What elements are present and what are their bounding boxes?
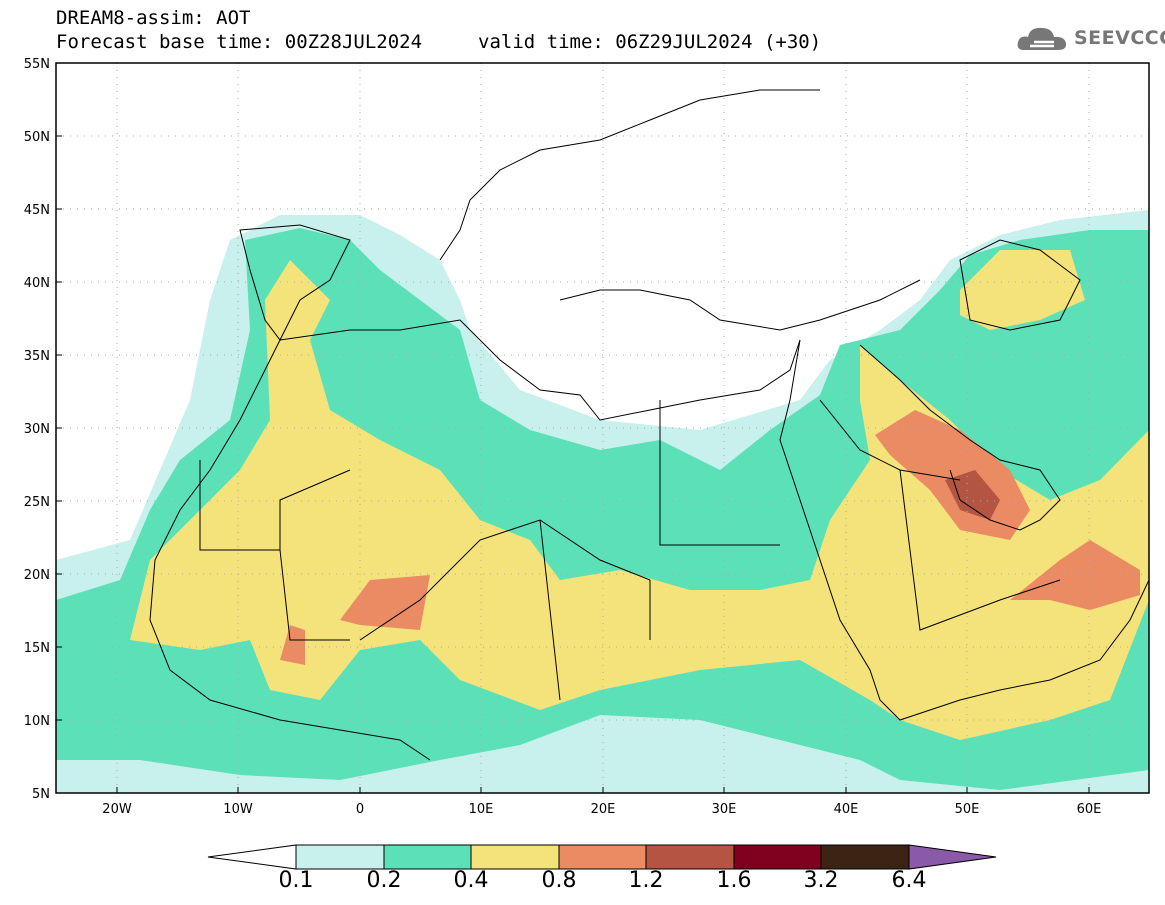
forecast-base-time: Forecast base time: 00Z28JUL2024 — [56, 31, 423, 53]
lon-label: 10W — [223, 802, 253, 817]
lat-label: 45N — [24, 203, 50, 218]
longitude-labels: 20W 10W 0 10E 20E 30E 40E 50E 60E — [102, 802, 1101, 817]
colorbar-label: 0.4 — [453, 868, 489, 893]
colorbar-segment — [733, 844, 822, 870]
lat-label: 35N — [24, 349, 50, 364]
valid-time: valid time: 06Z29JUL2024 (+30) — [478, 31, 822, 53]
colorbar-low-arrow — [207, 844, 297, 870]
lat-label: 50N — [24, 130, 50, 145]
lat-label: 40N — [24, 276, 50, 291]
colorbar-segment — [383, 844, 472, 870]
colorbar-high-arrow — [908, 844, 997, 870]
colorbar-label: 1.6 — [716, 868, 752, 893]
lon-label: 30E — [712, 802, 737, 817]
ticks — [56, 135, 1090, 793]
colorbar-label: 0.2 — [366, 868, 402, 893]
lon-label: 20W — [102, 802, 132, 817]
colorbar — [207, 844, 997, 870]
colorbar-segment — [295, 844, 385, 870]
colorbar-label: 0.1 — [278, 868, 314, 893]
lat-label: 15N — [24, 641, 50, 656]
cloud-icon — [1017, 27, 1067, 50]
graticule — [56, 63, 1149, 793]
lat-label: 5N — [32, 787, 50, 802]
lat-label: 55N — [24, 57, 50, 72]
coastlines — [149, 89, 1149, 761]
colorbar-segment — [558, 844, 647, 870]
latitude-labels: 55N 50N 45N 40N 35N 30N 25N 20N 15N 10N … — [24, 57, 50, 802]
lat-label: 30N — [24, 422, 50, 437]
lat-label: 20N — [24, 568, 50, 583]
map-title: DREAM8-assim: AOT — [56, 7, 251, 29]
lon-label: 40E — [834, 802, 859, 817]
colorbar-segment — [470, 844, 560, 870]
colorbar-segment — [645, 844, 735, 870]
lon-label: 60E — [1077, 802, 1102, 817]
lon-label: 10E — [469, 802, 494, 817]
colorbar-label: 6.4 — [891, 868, 927, 893]
colorbar-label: 0.8 — [541, 868, 577, 893]
lat-label: 25N — [24, 495, 50, 510]
seevccc-logo: SEEVCCC — [1074, 27, 1165, 49]
lat-label: 10N — [24, 714, 50, 729]
lon-label: 50E — [955, 802, 980, 817]
colorbar-segment — [820, 844, 910, 870]
lon-label: 0 — [356, 802, 364, 817]
colorbar-label: 3.2 — [803, 868, 839, 893]
colorbar-label: 1.2 — [628, 868, 664, 893]
lon-label: 20E — [591, 802, 616, 817]
